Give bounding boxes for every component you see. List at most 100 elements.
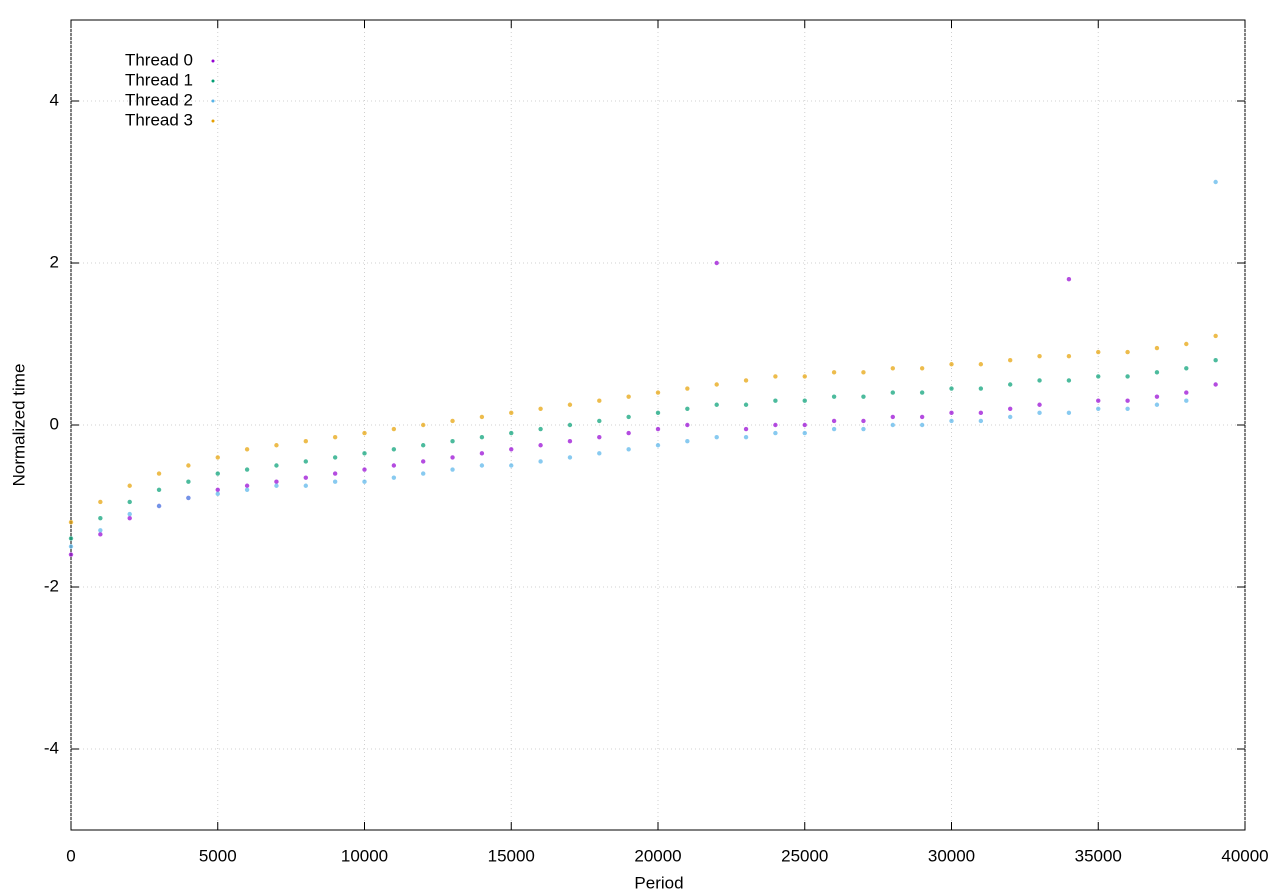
point: [978, 362, 984, 367]
point: [479, 451, 485, 456]
point: [919, 390, 925, 395]
point: [802, 398, 807, 403]
point: [1096, 398, 1101, 403]
point: [509, 410, 514, 416]
point: [215, 455, 220, 460]
point: [831, 426, 837, 432]
point: [1096, 406, 1101, 411]
point: [655, 410, 661, 416]
point: [597, 418, 602, 424]
point: [949, 362, 954, 367]
point: [655, 443, 661, 448]
point: [1184, 398, 1189, 403]
legend-swatch: [211, 119, 215, 123]
point: [802, 430, 807, 436]
legend-swatch: [211, 59, 215, 63]
legend-label: Thread 2: [125, 90, 193, 109]
x-tick-label: 20000: [634, 846, 681, 865]
point: [421, 443, 426, 448]
point: [156, 503, 162, 509]
point: [303, 475, 308, 480]
point: [743, 434, 749, 440]
point: [1184, 390, 1189, 395]
point: [949, 386, 954, 391]
x-tick-label: 10000: [341, 846, 388, 865]
x-tick-label: 35000: [1075, 846, 1122, 865]
point: [98, 532, 103, 537]
point: [1037, 410, 1042, 416]
point: [890, 422, 895, 428]
point: [127, 483, 132, 488]
point: [1125, 398, 1130, 403]
point: [215, 487, 220, 492]
point: [479, 434, 485, 440]
point: [1096, 374, 1101, 379]
point: [685, 386, 690, 391]
point: [714, 434, 719, 440]
point: [362, 430, 367, 436]
point: [1154, 345, 1160, 351]
point: [127, 515, 132, 521]
point: [509, 447, 514, 452]
point: [831, 394, 837, 399]
point: [215, 471, 220, 476]
point: [1008, 414, 1013, 420]
point: [831, 370, 837, 375]
point: [391, 463, 397, 468]
point: [685, 406, 690, 411]
point: [127, 499, 132, 505]
point: [626, 394, 631, 399]
point: [1213, 333, 1218, 339]
point: [567, 439, 573, 444]
point: [362, 451, 367, 456]
point: [274, 483, 279, 488]
point: [1184, 366, 1189, 371]
point: [391, 426, 397, 432]
point: [743, 402, 749, 407]
point: [861, 370, 866, 375]
point: [391, 475, 397, 480]
point: [1154, 370, 1160, 375]
point: [274, 479, 279, 484]
point: [303, 439, 308, 444]
point: [626, 430, 631, 436]
point: [949, 418, 954, 424]
point: [244, 483, 250, 488]
point: [421, 471, 426, 476]
point: [156, 487, 162, 492]
point: [626, 447, 631, 452]
point: [714, 382, 719, 387]
point: [802, 422, 807, 428]
point: [450, 467, 455, 472]
point: [479, 414, 485, 420]
point: [1008, 406, 1013, 411]
point: [68, 544, 74, 549]
point: [567, 422, 573, 428]
point: [978, 386, 984, 391]
point: [919, 422, 925, 428]
point: [773, 374, 778, 379]
point: [1154, 402, 1160, 407]
point: [773, 430, 778, 436]
point: [1037, 378, 1042, 383]
point: [978, 410, 984, 416]
point: [597, 434, 602, 440]
point: [743, 426, 749, 432]
point: [1213, 358, 1218, 363]
point: [127, 511, 132, 517]
point: [1125, 349, 1130, 355]
point: [215, 491, 220, 497]
x-tick-label: 25000: [781, 846, 828, 865]
point: [773, 422, 778, 428]
legend-label: Thread 1: [125, 70, 193, 89]
point: [743, 378, 749, 383]
y-tick-label: 2: [50, 252, 59, 271]
point: [890, 414, 895, 420]
point: [919, 414, 925, 420]
x-tick-label: 30000: [928, 846, 975, 865]
point: [479, 463, 485, 468]
point: [244, 467, 250, 472]
point: [626, 414, 631, 420]
point: [1154, 394, 1160, 399]
